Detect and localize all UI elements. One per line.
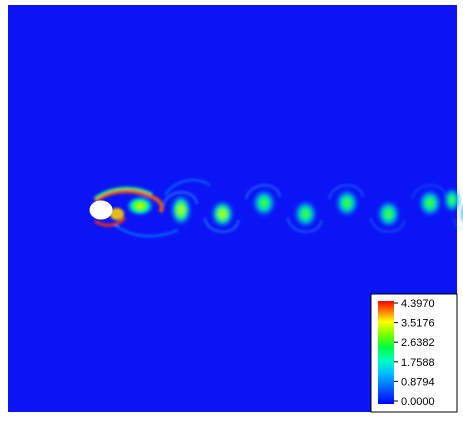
vortex-core bbox=[171, 195, 191, 225]
vortex-core bbox=[336, 190, 358, 216]
colorbar-legend: 4.3970 3.5176 2.6382 1.7588 0.8794 0.0000 bbox=[371, 294, 457, 412]
vortex-core-edge bbox=[444, 188, 460, 212]
vortex-core bbox=[212, 201, 234, 227]
colorbar-tick-label: 1.7588 bbox=[401, 357, 435, 369]
vortex-core bbox=[378, 201, 400, 227]
colorbar-tick-label: 4.3970 bbox=[401, 298, 435, 310]
colorbar-gradient bbox=[378, 301, 394, 404]
cylinder-obstacle bbox=[90, 201, 112, 219]
colorbar-tick-label: 3.5176 bbox=[401, 318, 435, 330]
colorbar-tick-label: 0.8794 bbox=[401, 376, 435, 388]
vortex-core bbox=[295, 201, 317, 227]
colorbar-tick-label: 2.6382 bbox=[401, 337, 435, 349]
vortex-core bbox=[253, 190, 275, 216]
vortex-core bbox=[419, 190, 441, 216]
colorbar-tick-label: 0.0000 bbox=[401, 396, 435, 408]
near-wake-vortex bbox=[126, 196, 154, 216]
